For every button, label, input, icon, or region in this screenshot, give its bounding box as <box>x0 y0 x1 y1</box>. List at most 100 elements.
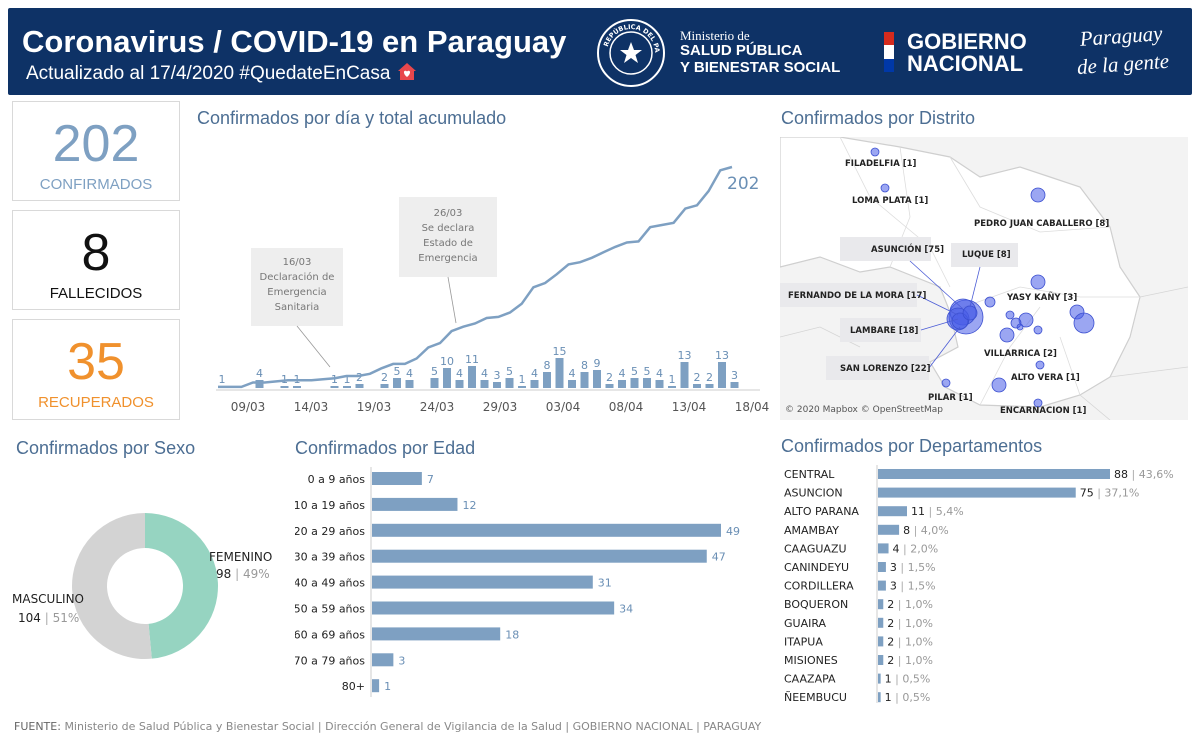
age-bar <box>372 575 593 589</box>
age-value-label: 18 <box>505 628 519 641</box>
district-bubble <box>984 296 996 308</box>
dept-value-label: 8 | 4,0% <box>903 524 949 537</box>
svg-text:Emergencia: Emergencia <box>267 287 326 298</box>
age-value-label: 12 <box>462 499 476 512</box>
map-label-encarnacion: ENCARNACION [1] <box>1000 406 1086 416</box>
x-tick-label: 29/03 <box>483 400 518 414</box>
daily-bar <box>718 362 726 388</box>
daily-bar-label: 4 <box>481 367 488 380</box>
map-label-san-lorenzo: SAN LORENZO [22] <box>840 364 931 374</box>
age-category-label: 20 a 29 años <box>295 525 365 538</box>
district-bubble <box>941 378 951 388</box>
map-label-asuncion: ASUNCIÓN [75] <box>871 243 944 255</box>
district-bubble <box>1016 323 1024 331</box>
dept-bar <box>878 580 886 591</box>
daily-bar <box>468 366 476 388</box>
dept-category-label: CANINDEYU <box>784 561 849 574</box>
age-category-label: 50 a 59 años <box>295 603 365 616</box>
dept-category-label: CAAZAPA <box>784 673 836 686</box>
dept-bar <box>878 524 900 535</box>
daily-bar <box>405 380 414 388</box>
dept-value-label: 75 | 37,1% <box>1080 487 1140 500</box>
svg-text:Declaración de: Declaración de <box>260 271 335 283</box>
paraguay-slogan-logo: Paraguay de la gente <box>1076 21 1170 80</box>
dept-value-label: 88 | 43,6% <box>1114 468 1174 481</box>
daily-bar <box>493 382 501 388</box>
kpi-deaths-card: 8 FALLECIDOS <box>12 210 180 310</box>
daily-bar <box>680 362 689 388</box>
dept-value-label: 2 | 1,0% <box>887 598 933 611</box>
daily-bar <box>693 384 701 388</box>
daily-bar <box>555 358 564 388</box>
daily-bar <box>580 372 589 388</box>
age-value-label: 1 <box>384 680 391 693</box>
sex-value-femenino: 98 | 49% <box>216 567 270 581</box>
donut-slice <box>145 513 218 659</box>
cumulative-total-label: 202 <box>727 174 759 194</box>
annotation-26-03: 26/03 Se declara Estado de Emergencia <box>399 197 497 324</box>
dept-bar <box>878 469 1110 479</box>
daily-bar <box>443 368 451 388</box>
district-bubble <box>1033 325 1043 335</box>
home-heart-icon <box>396 60 418 88</box>
daily-bar-label: 8 <box>544 359 551 372</box>
age-category-label: 60 a 69 años <box>295 628 365 641</box>
district-map: FILADELFIA [1] LOMA PLATA [1] PEDRO JUAN… <box>780 137 1188 420</box>
x-tick-label: 13/04 <box>672 400 707 414</box>
daily-bar <box>330 386 339 388</box>
daily-cumulative-chart: 16/03 Declaración de Emergencia Sanitari… <box>216 165 769 414</box>
x-tick-label: 09/03 <box>231 400 266 414</box>
daily-bar <box>643 378 651 388</box>
map-label-lambare: LAMBARE [18] <box>850 326 919 336</box>
age-value-label: 31 <box>598 577 612 590</box>
cumulative-line <box>218 165 733 389</box>
district-bubble <box>1030 274 1046 290</box>
daily-bar <box>705 384 714 388</box>
daily-chart-title: Confirmados por día y total acumulado <box>197 108 507 128</box>
ministry-small-text: Ministerio de <box>680 28 750 43</box>
map-label-bg <box>826 356 929 380</box>
x-tick-label: 19/03 <box>357 400 392 414</box>
dept-bar <box>878 673 881 684</box>
dept-value-label: 2 | 1,0% <box>887 617 933 630</box>
daily-bar-label: 4 <box>531 367 538 380</box>
daily-bar-label: 5 <box>394 365 401 378</box>
district-bubble <box>962 305 978 321</box>
map-label-pedro-juan: PEDRO JUAN CABALLERO [8] <box>974 219 1109 229</box>
daily-bar-label: 1 <box>519 373 526 386</box>
daily-bar-label: 5 <box>631 365 638 378</box>
age-bar <box>372 523 721 537</box>
sex-label-masculino: MASCULINO <box>12 592 84 606</box>
daily-bar-label: 2 <box>381 371 388 384</box>
dept-category-label: CENTRAL <box>784 468 835 481</box>
district-bubble <box>1030 187 1046 203</box>
sex-label-femenino: FEMENINO <box>209 550 272 564</box>
x-tick-label: 08/04 <box>609 400 644 414</box>
age-bar <box>372 472 422 485</box>
age-value-label: 49 <box>726 525 740 538</box>
daily-bar-label: 9 <box>594 357 601 370</box>
dept-category-label: CORDILLERA <box>784 580 854 593</box>
dept-bar <box>878 506 907 517</box>
map-label-fernando: FERNANDO DE LA MORA [17] <box>788 291 926 301</box>
kpi-confirmed-label: CONFIRMADOS <box>39 176 153 193</box>
daily-bar <box>618 380 626 388</box>
dept-value-label: 3 | 1,5% <box>890 561 936 574</box>
dashboard-subtitle: Actualizado al 17/4/2020 #QuedateEnCasa <box>26 60 418 88</box>
dept-chart-title: Confirmados por Departamentos <box>781 436 1043 456</box>
map-label-luque: LUQUE [8] <box>962 250 1011 260</box>
x-tick-label: 14/03 <box>294 400 329 414</box>
dept-bar <box>878 617 884 628</box>
daily-bar-label: 1 <box>219 373 226 386</box>
daily-bar-label: 2 <box>606 371 613 384</box>
map-label-pilar: PILAR [1] <box>928 393 973 403</box>
age-category-label: 70 a 79 años <box>295 654 365 667</box>
dept-category-label: MISIONES <box>784 654 838 667</box>
daily-bar <box>480 380 489 388</box>
district-bubble <box>991 377 1007 393</box>
kpi-recovered-card: 35 RECUPERADOS <box>12 319 180 420</box>
dept-value-label: 1 | 0,5% <box>885 673 931 686</box>
dept-category-label: ASUNCION <box>784 487 843 500</box>
sex-value-masculino: 104 | 51% <box>18 611 79 625</box>
age-category-label: 30 a 39 años <box>295 551 365 564</box>
